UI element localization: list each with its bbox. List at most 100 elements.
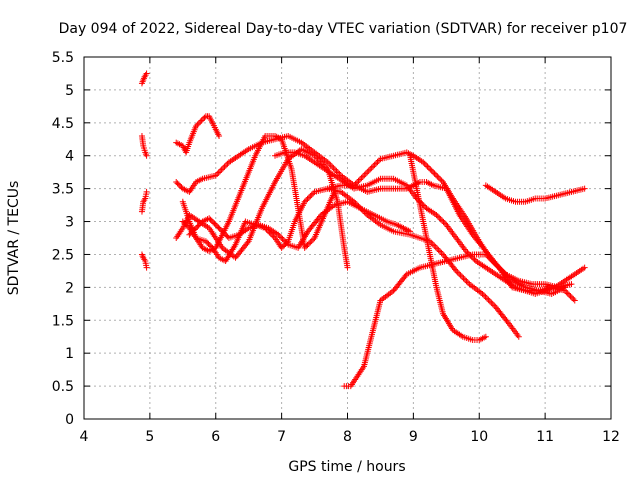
x-tick-label: 6: [211, 429, 220, 445]
data-point: [504, 319, 511, 326]
data-point: [183, 222, 190, 229]
data-point: [500, 269, 507, 276]
data-point: [283, 240, 290, 247]
data-point: [421, 160, 428, 167]
series-t4: [138, 251, 150, 271]
data-point: [424, 163, 431, 170]
series-t15: [482, 182, 588, 205]
data-point: [210, 219, 217, 226]
data-point: [503, 271, 510, 278]
data-point: [278, 234, 285, 241]
x-tick-label: 8: [343, 429, 352, 445]
data-point: [207, 216, 214, 223]
data-point: [497, 266, 504, 273]
data-point: [220, 229, 227, 236]
data-point: [224, 160, 231, 167]
data-point: [570, 296, 577, 303]
data-point: [471, 256, 478, 263]
data-point: [223, 232, 230, 239]
data-point: [279, 243, 286, 250]
y-axis-label: SDTVAR / TECUs: [6, 181, 22, 296]
data-point: [279, 235, 286, 242]
data-point: [371, 161, 378, 168]
data-point: [581, 264, 588, 271]
y-tick-label: 5.5: [52, 50, 74, 66]
data-point: [278, 244, 285, 251]
data-point: [326, 160, 333, 167]
data-point: [355, 177, 362, 184]
x-axis-label: GPS time / hours: [288, 459, 405, 475]
x-tick-label: 9: [409, 429, 418, 445]
y-tick-label: 4.5: [52, 116, 74, 132]
y-tick-label: 1.5: [52, 313, 74, 329]
data-point: [202, 238, 209, 245]
data-point: [457, 272, 464, 279]
data-point: [487, 255, 494, 262]
data-point: [463, 278, 470, 285]
data-point: [280, 237, 287, 244]
series-t10: [186, 198, 414, 251]
data-point: [464, 279, 471, 286]
data-point: [192, 225, 199, 232]
data-point: [143, 70, 150, 77]
data-point: [453, 267, 460, 274]
data-point: [373, 160, 380, 167]
data-point: [196, 221, 203, 228]
data-point: [304, 242, 311, 249]
data-point: [483, 295, 490, 302]
data-point: [488, 257, 495, 264]
data-point: [431, 242, 438, 249]
data-point: [334, 169, 341, 176]
data-point: [566, 291, 573, 298]
x-tick-label: 7: [277, 429, 286, 445]
data-point: [173, 179, 180, 186]
data-point: [143, 188, 150, 195]
data-point: [438, 249, 445, 256]
data-point: [425, 164, 432, 171]
plot-frame: [83, 56, 612, 420]
data-point: [484, 252, 491, 259]
data-point: [303, 197, 310, 204]
data-point: [186, 231, 193, 238]
data-point: [359, 173, 366, 180]
data-point: [217, 168, 224, 175]
data-point: [361, 172, 368, 179]
data-point: [197, 118, 204, 125]
data-point: [276, 233, 283, 240]
data-point: [220, 165, 227, 172]
data-point: [463, 248, 470, 255]
data-point: [365, 167, 372, 174]
data-point: [430, 169, 437, 176]
y-tick-label: 2: [65, 280, 74, 296]
data-point: [316, 213, 323, 220]
data-point: [270, 233, 277, 240]
data-point: [358, 175, 365, 182]
data-point: [432, 172, 439, 179]
data-point: [192, 123, 199, 130]
data-point: [303, 243, 310, 250]
data-point: [567, 293, 574, 300]
axis-ticks: 4 5 6 7 8 9 10 11 12 0 0.5 1 1.5 2 2.5 3 3.5 4 4.5 5 5.5: [52, 50, 620, 445]
data-point: [434, 245, 441, 252]
data-point: [187, 230, 194, 237]
data-point: [432, 244, 439, 251]
data-point: [224, 233, 231, 240]
data-point: [437, 216, 444, 223]
data-point: [324, 159, 331, 166]
data-point: [204, 239, 211, 246]
data-point: [431, 170, 438, 177]
data-point: [451, 266, 458, 273]
data-point: [435, 247, 442, 254]
y-tick-label: 5: [65, 83, 74, 99]
data-point: [367, 166, 374, 173]
data-point: [332, 166, 339, 173]
data-point: [438, 177, 445, 184]
data-point: [275, 231, 282, 238]
x-tick-label: 11: [536, 429, 554, 445]
data-point: [194, 121, 201, 128]
y-tick-label: 2.5: [52, 247, 74, 263]
data-point: [435, 174, 442, 181]
data-point: [191, 226, 198, 233]
data-point: [221, 231, 228, 238]
data-point: [489, 301, 496, 308]
